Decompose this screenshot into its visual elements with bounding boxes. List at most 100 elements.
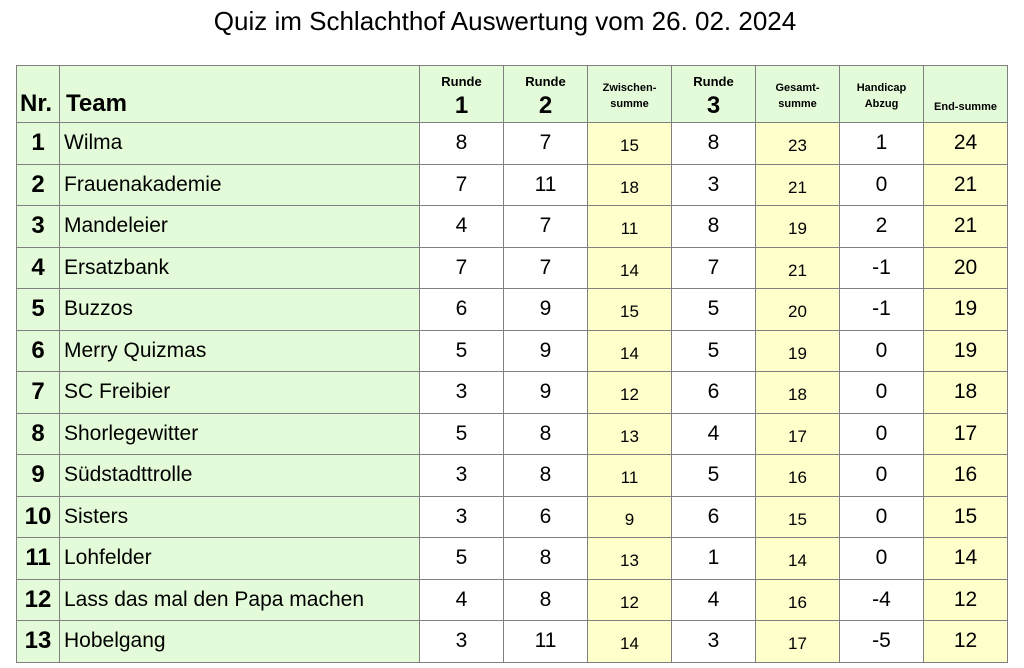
cell-runde-3: 8 (671, 122, 756, 165)
header-runde-2: Runde 2 (503, 65, 588, 123)
table-row: 3 Mandeleier 4 7 11 8 19 2 21 (16, 205, 1008, 248)
cell-team: SC Freibier (59, 371, 420, 414)
table-row: 8 Shorlegewitter 5 8 13 4 17 0 17 (16, 412, 1008, 455)
cell-runde-1: 5 (419, 412, 504, 455)
header-runde-2-label: Runde (525, 74, 566, 89)
cell-rank: 9 (16, 454, 60, 497)
cell-runde-3: 5 (671, 454, 756, 497)
cell-runde-1: 4 (419, 578, 504, 621)
cell-zwischensumme: 15 (587, 122, 672, 165)
cell-runde-2: 9 (503, 371, 588, 414)
cell-gesamtsumme: 20 (755, 288, 840, 331)
header-runde-1-number: 1 (454, 92, 469, 119)
header-runde-2-number: 2 (538, 92, 553, 119)
table-row: 5 Buzzos 6 9 15 5 20 -1 19 (16, 288, 1008, 331)
cell-gesamtsumme: 21 (755, 163, 840, 206)
cell-runde-2: 8 (503, 454, 588, 497)
table-row: 7 SC Freibier 3 9 12 6 18 0 18 (16, 371, 1008, 414)
cell-handicap: 0 (839, 371, 924, 414)
cell-runde-2: 7 (503, 246, 588, 289)
cell-runde-1: 3 (419, 371, 504, 414)
header-gesamtsumme: Gesamt- summe (755, 65, 840, 123)
cell-zwischensumme: 14 (587, 246, 672, 289)
cell-zwischensumme: 15 (587, 288, 672, 331)
page-title: Quiz im Schlachthof Auswertung vom 26. 0… (213, 6, 797, 36)
cell-runde-3: 6 (671, 371, 756, 414)
cell-rank: 10 (16, 495, 60, 538)
cell-runde-2: 11 (503, 620, 588, 663)
cell-endsumme: 17 (923, 412, 1008, 455)
cell-handicap: 0 (839, 329, 924, 372)
cell-endsumme: 19 (923, 329, 1008, 372)
cell-gesamtsumme: 19 (755, 329, 840, 372)
cell-gesamtsumme: 23 (755, 122, 840, 165)
cell-rank: 12 (16, 578, 60, 621)
cell-endsumme: 24 (923, 122, 1008, 165)
cell-runde-1: 5 (419, 537, 504, 580)
table-row: 9 Südstadttrolle 3 8 11 5 16 0 16 (16, 454, 1008, 497)
cell-endsumme: 20 (923, 246, 1008, 289)
cell-runde-1: 7 (419, 163, 504, 206)
cell-team: Lass das mal den Papa machen (59, 578, 420, 621)
header-zwischensumme-line1: Zwischen- (602, 82, 657, 95)
cell-handicap: 0 (839, 412, 924, 455)
cell-rank: 8 (16, 412, 60, 455)
cell-runde-1: 6 (419, 288, 504, 331)
header-zwischensumme-line2: summe (610, 97, 649, 110)
cell-rank: 2 (16, 163, 60, 206)
cell-runde-2: 6 (503, 495, 588, 538)
cell-runde-1: 3 (419, 454, 504, 497)
cell-runde-2: 8 (503, 578, 588, 621)
cell-endsumme: 14 (923, 537, 1008, 580)
cell-rank: 11 (16, 537, 60, 580)
cell-team: Hobelgang (59, 620, 420, 663)
table-row: 4 Ersatzbank 7 7 14 7 21 -1 20 (16, 246, 1008, 289)
cell-gesamtsumme: 21 (755, 246, 840, 289)
cell-endsumme: 16 (923, 454, 1008, 497)
cell-endsumme: 18 (923, 371, 1008, 414)
cell-runde-2: 9 (503, 329, 588, 372)
header-runde-3-number: 3 (706, 92, 721, 119)
cell-zwischensumme: 12 (587, 578, 672, 621)
cell-handicap: 0 (839, 495, 924, 538)
cell-handicap: -5 (839, 620, 924, 663)
cell-team: Ersatzbank (59, 246, 420, 289)
cell-runde-2: 11 (503, 163, 588, 206)
header-runde-1-label: Runde (441, 74, 482, 89)
cell-zwischensumme: 14 (587, 620, 672, 663)
cell-runde-3: 5 (671, 329, 756, 372)
header-gesamtsumme-line1: Gesamt- (775, 82, 820, 95)
cell-runde-3: 4 (671, 578, 756, 621)
cell-team: Lohfelder (59, 537, 420, 580)
cell-handicap: 0 (839, 537, 924, 580)
cell-team: Mandeleier (59, 205, 420, 248)
cell-zwischensumme: 12 (587, 371, 672, 414)
cell-runde-3: 7 (671, 246, 756, 289)
header-handicap-line2: Abzug (864, 97, 899, 110)
header-runde-1: Runde 1 (419, 65, 504, 123)
cell-rank: 13 (16, 620, 60, 663)
cell-handicap: 2 (839, 205, 924, 248)
cell-endsumme: 21 (923, 163, 1008, 206)
cell-runde-3: 8 (671, 205, 756, 248)
cell-gesamtsumme: 17 (755, 620, 840, 663)
header-handicap-line1: Handicap (856, 82, 907, 95)
cell-rank: 5 (16, 288, 60, 331)
cell-runde-3: 5 (671, 288, 756, 331)
cell-gesamtsumme: 16 (755, 454, 840, 497)
cell-gesamtsumme: 18 (755, 371, 840, 414)
cell-runde-2: 9 (503, 288, 588, 331)
cell-team: Merry Quizmas (59, 329, 420, 372)
cell-runde-2: 7 (503, 205, 588, 248)
header-runde-3-label: Runde (693, 74, 734, 89)
cell-team: Shorlegewitter (59, 412, 420, 455)
cell-endsumme: 15 (923, 495, 1008, 538)
cell-runde-3: 3 (671, 620, 756, 663)
header-row: Nr. Team Runde 1 Runde 2 Zwischen- summe… (16, 65, 1008, 123)
table-row: 11 Lohfelder 5 8 13 1 14 0 14 (16, 537, 1008, 580)
header-endsumme: End-summe (923, 65, 1008, 123)
cell-gesamtsumme: 15 (755, 495, 840, 538)
cell-runde-2: 8 (503, 537, 588, 580)
cell-handicap: -1 (839, 288, 924, 331)
header-handicap-abzug: Handicap Abzug (839, 65, 924, 123)
